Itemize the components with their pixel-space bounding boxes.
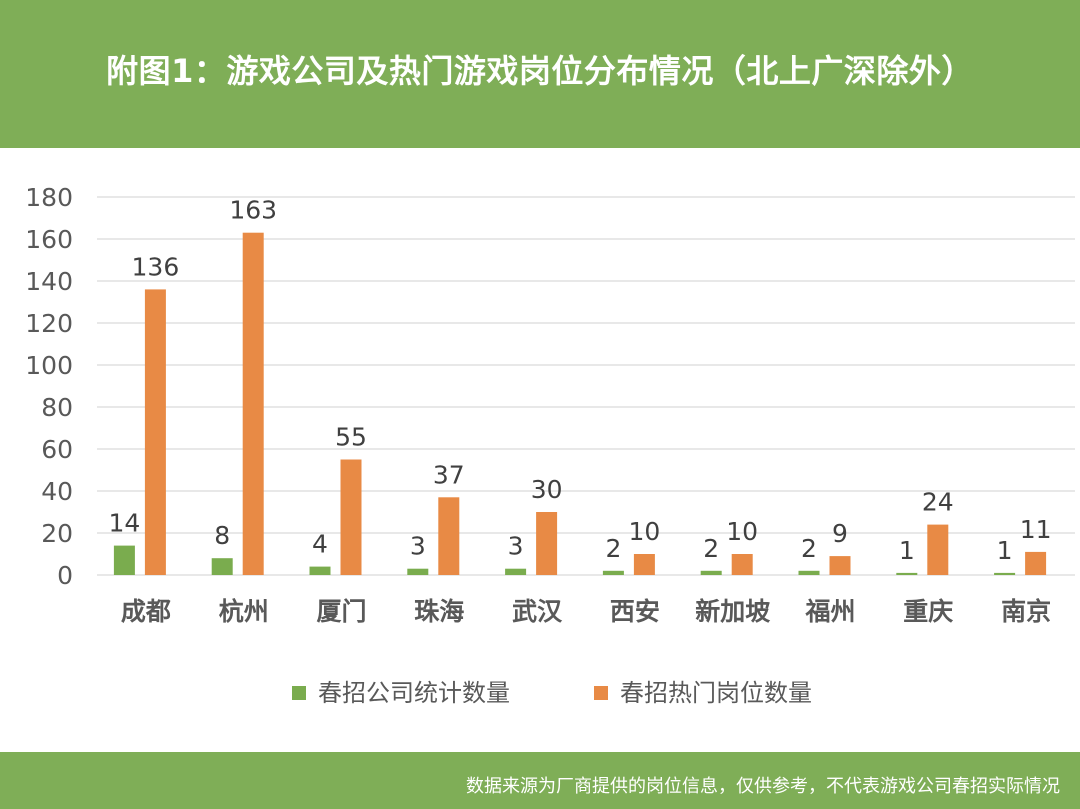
data-label: 2 — [703, 534, 719, 563]
bar-positions — [144, 289, 166, 575]
bar-companies — [896, 572, 918, 575]
bar-companies — [211, 558, 233, 575]
bar-positions — [731, 554, 753, 575]
data-label: 2 — [801, 534, 817, 563]
data-label: 10 — [726, 517, 758, 546]
bar-companies — [309, 566, 331, 575]
x-tick-label: 南京 — [1001, 597, 1051, 626]
x-tick-label: 福州 — [804, 597, 855, 626]
data-label: 136 — [132, 252, 180, 281]
data-label: 4 — [312, 530, 328, 559]
x-tick-label: 武汉 — [512, 597, 563, 626]
legend-swatch-1 — [292, 686, 306, 700]
bar-positions — [242, 232, 264, 575]
data-label: 1 — [997, 536, 1013, 565]
data-label: 30 — [531, 475, 563, 504]
legend-label-1: 春招公司统计数量 — [318, 679, 510, 707]
bar-companies — [700, 570, 722, 575]
y-tick-label: 180 — [25, 183, 73, 212]
y-tick-label: 40 — [41, 477, 73, 506]
data-label: 3 — [410, 532, 426, 561]
data-label: 11 — [1020, 515, 1052, 544]
data-label: 2 — [605, 534, 621, 563]
x-tick-label: 杭州 — [219, 597, 269, 626]
y-tick-label: 80 — [41, 393, 73, 422]
bar-positions — [536, 512, 558, 575]
y-tick-label: 100 — [25, 351, 73, 380]
bar-companies — [407, 568, 429, 575]
bar-positions — [633, 554, 655, 575]
y-tick-label: 0 — [57, 561, 73, 590]
y-tick-label: 20 — [41, 519, 73, 548]
data-label: 37 — [433, 460, 465, 489]
data-label: 9 — [832, 519, 848, 548]
data-label: 10 — [628, 517, 660, 546]
bar-companies — [994, 572, 1016, 575]
x-tick-label: 珠海 — [414, 597, 464, 626]
x-tick-label: 新加坡 — [695, 597, 770, 626]
y-tick-label: 140 — [25, 267, 73, 296]
bar-positions — [1025, 551, 1047, 575]
bar-companies — [798, 570, 820, 575]
bar-positions — [340, 459, 362, 575]
footer-banner: 数据来源为厂商提供的岗位信息，仅供参考，不代表游戏公司春招实际情况 — [0, 752, 1080, 809]
source-footnote: 数据来源为厂商提供的岗位信息，仅供参考，不代表游戏公司春招实际情况 — [466, 776, 1060, 797]
bar-companies — [602, 570, 624, 575]
x-tick-label: 厦门 — [316, 597, 366, 626]
data-label: 163 — [229, 196, 277, 225]
bar-positions — [438, 497, 460, 575]
x-tick-label: 成都 — [121, 597, 171, 626]
chart-title: 附图1：游戏公司及热门游戏岗位分布情况（北上广深除外） — [106, 52, 974, 90]
legend-swatch-2 — [594, 686, 608, 700]
bar-positions — [927, 524, 949, 575]
y-tick-label: 60 — [41, 435, 73, 464]
y-tick-label: 160 — [25, 225, 73, 254]
bar-companies — [505, 568, 527, 575]
legend-label-2: 春招热门岗位数量 — [620, 679, 812, 707]
title-banner: 附图1：游戏公司及热门游戏岗位分布情况（北上广深除外） — [0, 0, 1080, 148]
data-label: 24 — [922, 488, 954, 517]
x-tick-label: 西安 — [610, 597, 660, 626]
data-label: 1 — [899, 536, 915, 565]
y-tick-label: 120 — [25, 309, 73, 338]
bar-chart: 0 20 40 60 80 100 120 140 160 180 14 136 成都 8 163 杭州 4 55… — [25, 183, 1075, 707]
bar-companies — [113, 545, 135, 575]
data-label: 8 — [214, 521, 230, 550]
x-tick-label: 重庆 — [903, 597, 953, 626]
data-label: 55 — [335, 423, 367, 452]
bar-positions — [829, 556, 851, 575]
data-label: 14 — [108, 509, 140, 538]
data-label: 3 — [508, 532, 524, 561]
